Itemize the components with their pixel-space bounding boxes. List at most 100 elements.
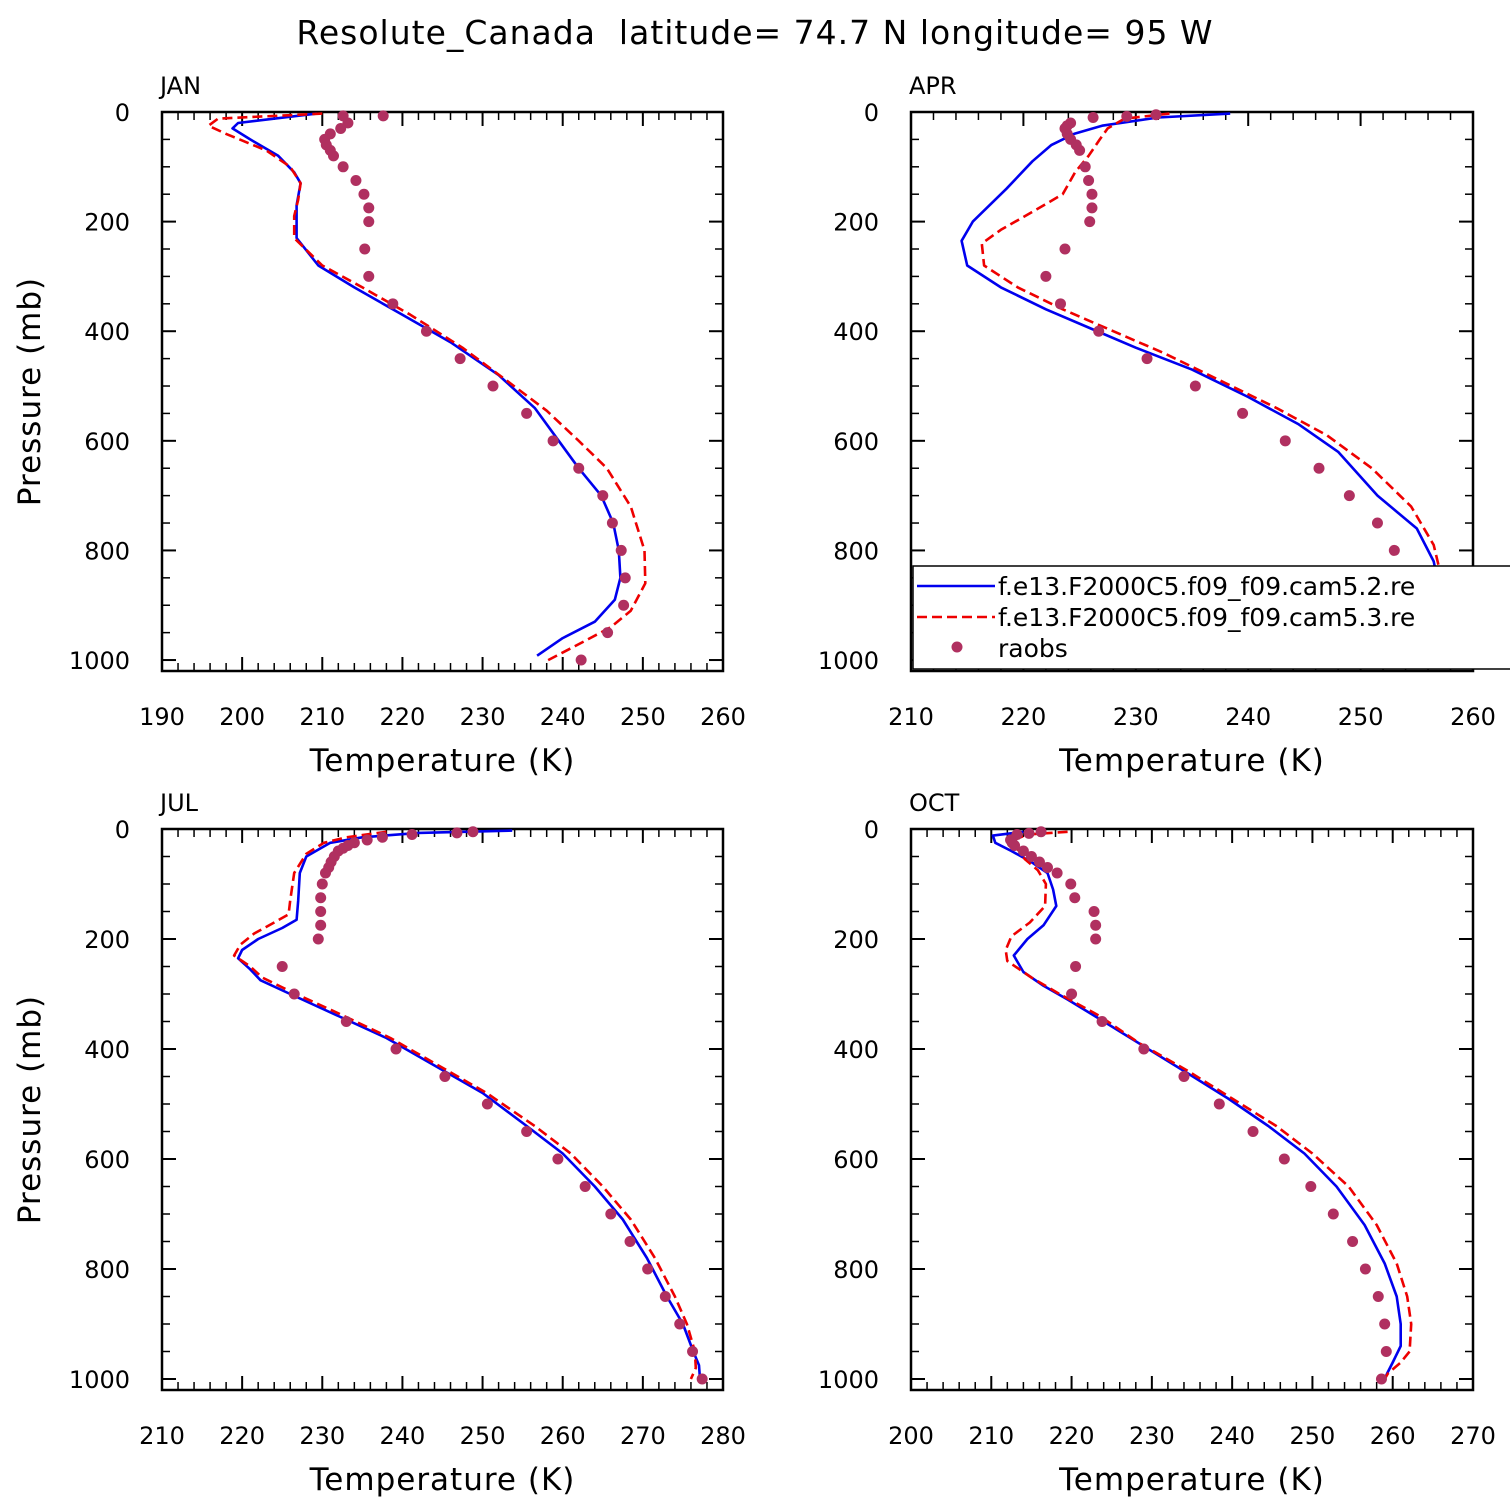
raobs-point bbox=[1041, 862, 1053, 873]
y-tick-label: 0 bbox=[115, 816, 130, 844]
y-tick-label: 200 bbox=[84, 209, 130, 237]
panel-label: OCT bbox=[909, 789, 960, 817]
x-tick-label: 230 bbox=[460, 703, 506, 731]
raobs-point bbox=[1074, 144, 1086, 156]
y-tick-label: 1000 bbox=[818, 647, 879, 675]
raobs-point bbox=[1213, 1098, 1225, 1110]
x-tick-label: 250 bbox=[620, 703, 666, 731]
raobs-point bbox=[1359, 1263, 1371, 1275]
legend-content: f.e13.F2000C5.f09_f09.cam5.2.ref.e13.F20… bbox=[912, 565, 1510, 670]
raobs-point bbox=[315, 906, 327, 917]
x-tick-label: 200 bbox=[219, 703, 265, 731]
plot-frame bbox=[909, 827, 1475, 1392]
raobs-point bbox=[1059, 243, 1071, 255]
legend-label: f.e13.F2000C5.f09_f09.cam5.3.re bbox=[998, 603, 1415, 632]
raobs-point bbox=[358, 188, 370, 200]
x-tick-label: 220 bbox=[1000, 703, 1046, 731]
series-cam5-2-line bbox=[236, 829, 702, 1377]
raobs-point bbox=[1088, 906, 1100, 917]
series-cam5-2-line bbox=[231, 112, 622, 657]
y-tick-label: 200 bbox=[84, 926, 130, 954]
raobs-point bbox=[316, 878, 328, 890]
panel-apr: APR 210 220 230 240 250 260 0 200 400 600 800 1000 Te… bbox=[818, 72, 1496, 779]
x-tick-label: 240 bbox=[1209, 1422, 1255, 1450]
raobs-point bbox=[579, 1181, 591, 1192]
raobs-point bbox=[615, 544, 627, 556]
raobs-point bbox=[451, 827, 463, 839]
raobs-point bbox=[1375, 1373, 1387, 1385]
series-cam5-3-line bbox=[1004, 830, 1413, 1383]
panel-label: JUL bbox=[158, 789, 199, 817]
raobs-point bbox=[597, 490, 609, 502]
series-cam5-2-line bbox=[991, 830, 1402, 1380]
y-tick-label: 800 bbox=[833, 1256, 879, 1284]
raobs-point bbox=[376, 831, 388, 843]
raobs-point bbox=[624, 1236, 636, 1247]
raobs-point bbox=[1388, 544, 1400, 556]
raobs-point bbox=[406, 829, 418, 840]
raobs-point bbox=[467, 826, 479, 838]
x-tick-label: 250 bbox=[1290, 1422, 1336, 1450]
x-tick-label: 240 bbox=[1225, 703, 1271, 731]
legend-label: raobs bbox=[998, 634, 1068, 663]
x-tick-label: 210 bbox=[968, 1422, 1014, 1450]
y-axis-label: Pressure (mb) bbox=[12, 995, 48, 1224]
x-tick-label: 260 bbox=[540, 1422, 586, 1450]
raobs-point bbox=[1009, 840, 1021, 851]
raobs-point bbox=[1189, 380, 1201, 392]
y-tick-label: 1000 bbox=[69, 647, 130, 675]
raobs-point bbox=[547, 435, 559, 447]
legend-marker-raobs bbox=[951, 641, 963, 653]
raobs-point bbox=[1090, 933, 1102, 945]
raobs-point bbox=[1247, 1126, 1259, 1137]
figure-title: Resolute_Canada latitude= 74.7 N longitu… bbox=[296, 13, 1213, 52]
raobs-point bbox=[1093, 325, 1105, 337]
raobs-point bbox=[521, 407, 533, 419]
plot-frame bbox=[160, 110, 725, 673]
raobs-point bbox=[1138, 1043, 1150, 1055]
y-tick-label: 600 bbox=[833, 1146, 879, 1174]
raobs-point bbox=[1372, 1291, 1384, 1302]
y-tick-label: 1000 bbox=[69, 1366, 130, 1394]
raobs-point bbox=[1084, 216, 1096, 228]
x-tick-label: 220 bbox=[219, 1422, 265, 1450]
raobs-point bbox=[1305, 1181, 1317, 1192]
raobs-point bbox=[1279, 435, 1291, 447]
x-tick-label: 230 bbox=[1113, 703, 1159, 731]
y-tick-label: 200 bbox=[833, 926, 879, 954]
y-tick-label: 400 bbox=[84, 1036, 130, 1064]
x-tick-label: 280 bbox=[700, 1422, 746, 1450]
x-tick-label: 250 bbox=[460, 1422, 506, 1450]
raobs-point bbox=[312, 933, 324, 945]
x-tick-label: 270 bbox=[620, 1422, 666, 1450]
raobs-point bbox=[315, 892, 327, 904]
raobs-point bbox=[605, 1208, 617, 1220]
y-tick-label: 800 bbox=[84, 1256, 130, 1284]
x-tick-label: 230 bbox=[299, 1422, 345, 1450]
x-tick-label: 220 bbox=[1049, 1422, 1095, 1450]
x-tick-label: 210 bbox=[139, 1422, 185, 1450]
x-tick-label: 210 bbox=[888, 703, 934, 731]
raobs-point bbox=[1040, 270, 1052, 282]
raobs-point bbox=[687, 1346, 699, 1357]
raobs-point bbox=[619, 572, 631, 584]
y-tick-label: 0 bbox=[864, 99, 879, 127]
raobs-point bbox=[618, 599, 630, 611]
raobs-point bbox=[363, 202, 375, 214]
raobs-point bbox=[1313, 462, 1325, 474]
raobs-point bbox=[1371, 517, 1383, 529]
x-tick-label: 260 bbox=[1450, 703, 1496, 731]
raobs-point bbox=[315, 919, 327, 931]
plot-frame bbox=[160, 827, 725, 1392]
raobs-point bbox=[1278, 1153, 1290, 1165]
y-tick-label: 600 bbox=[84, 428, 130, 456]
raobs-point bbox=[1025, 851, 1037, 862]
raobs-point bbox=[1141, 353, 1153, 365]
x-axis-label: Temperature (K) bbox=[309, 1462, 576, 1498]
raobs-point bbox=[454, 353, 466, 365]
raobs-point bbox=[340, 1016, 352, 1027]
raobs-point bbox=[363, 270, 375, 282]
raobs-point bbox=[390, 1043, 402, 1055]
raobs-point bbox=[1051, 867, 1063, 879]
y-tick-label: 800 bbox=[84, 537, 130, 565]
